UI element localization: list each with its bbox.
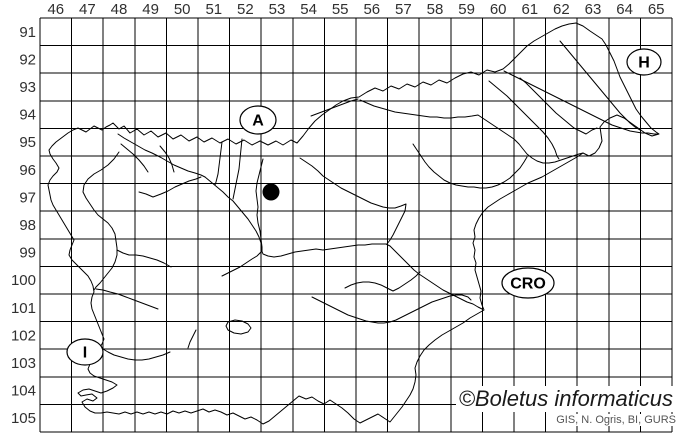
y-axis-label-99: 99 (19, 245, 36, 262)
country-label-austria: A (239, 105, 277, 135)
river-line (299, 157, 407, 245)
country-label-hungary: H (626, 48, 662, 76)
river-line (159, 145, 175, 173)
country-ellipse (501, 267, 555, 299)
x-axis-label-49: 49 (142, 1, 159, 18)
river-line (344, 271, 421, 292)
y-axis-labels: 91 92 93 94 95 96 97 98 99 100 101 102 103 104 105 (11, 24, 36, 427)
x-axis-label-59: 59 (458, 1, 475, 18)
river-line (232, 138, 243, 200)
y-axis-label-101: 101 (11, 300, 36, 317)
grid-lines (39, 17, 673, 433)
y-axis-label-98: 98 (19, 217, 36, 234)
river-line (412, 143, 528, 189)
y-axis-label-92: 92 (19, 51, 36, 68)
country-ellipse (239, 105, 277, 135)
x-axis-label-63: 63 (585, 1, 602, 18)
x-axis-label-48: 48 (111, 1, 128, 18)
river-line (117, 133, 206, 178)
country-letter: H (638, 55, 650, 72)
river-line (138, 176, 202, 198)
river-line (82, 151, 120, 291)
river-line (116, 249, 172, 268)
x-axis-label-46: 46 (47, 1, 64, 18)
y-axis-label-93: 93 (19, 79, 36, 96)
data-sources-credit: GIS, N. Ogris, BI, GURS (554, 414, 678, 426)
river-line (204, 176, 483, 310)
river-line (559, 40, 641, 131)
y-axis-label-94: 94 (19, 107, 36, 124)
country-letter: CRO (510, 276, 546, 293)
slovenia-border-outline (47, 22, 660, 425)
x-axis-label-64: 64 (616, 1, 633, 18)
river-line (120, 143, 149, 173)
river-line (214, 141, 223, 186)
x-axis-label-54: 54 (300, 1, 317, 18)
y-axis-label-97: 97 (19, 189, 36, 206)
x-axis-label-57: 57 (395, 1, 412, 18)
y-axis-label-95: 95 (19, 134, 36, 151)
country-ellipse (626, 48, 662, 76)
y-axis-label-91: 91 (19, 24, 36, 41)
country-letter: I (83, 345, 87, 362)
y-axis-label-103: 103 (11, 355, 36, 372)
river-line (503, 70, 659, 135)
river-line (221, 251, 262, 277)
x-axis-label-60: 60 (490, 1, 507, 18)
x-axis-label-62: 62 (553, 1, 570, 18)
x-axis-label-61: 61 (521, 1, 538, 18)
x-axis-label-56: 56 (363, 1, 380, 18)
country-letter: A (252, 113, 264, 130)
x-axis-label-51: 51 (205, 1, 222, 18)
country-label-croatia: CRO (501, 267, 555, 299)
river-line (225, 319, 252, 335)
x-axis-label-47: 47 (79, 1, 96, 18)
occurrence-dot (262, 183, 280, 201)
river-line (102, 348, 171, 361)
x-axis-label-53: 53 (269, 1, 286, 18)
river-line (187, 329, 197, 349)
watermark: ©Boletus informaticus (455, 386, 676, 412)
river-line (255, 158, 264, 253)
river-line (95, 288, 159, 310)
river-line (519, 77, 598, 135)
x-axis-label-50: 50 (174, 1, 191, 18)
y-axis-label-105: 105 (11, 410, 36, 427)
x-axis-label-52: 52 (237, 1, 254, 18)
river-line (359, 99, 584, 164)
y-axis-label-100: 100 (11, 272, 36, 289)
x-axis-labels: 46 47 48 49 50 51 52 53 54 55 56 57 58 59 60 61 62 63 64 65 (47, 1, 664, 18)
country-label-italy: I (66, 338, 104, 366)
river-line (488, 80, 560, 160)
x-axis-label-65: 65 (648, 1, 665, 18)
map-lines (47, 22, 660, 425)
river-line (310, 98, 359, 117)
country-ellipse (66, 338, 104, 366)
y-axis-label-104: 104 (11, 383, 36, 400)
y-axis-label-102: 102 (11, 327, 36, 344)
x-axis-label-58: 58 (427, 1, 444, 18)
river-line (311, 294, 472, 324)
y-axis-label-96: 96 (19, 162, 36, 179)
x-axis-label-55: 55 (332, 1, 349, 18)
